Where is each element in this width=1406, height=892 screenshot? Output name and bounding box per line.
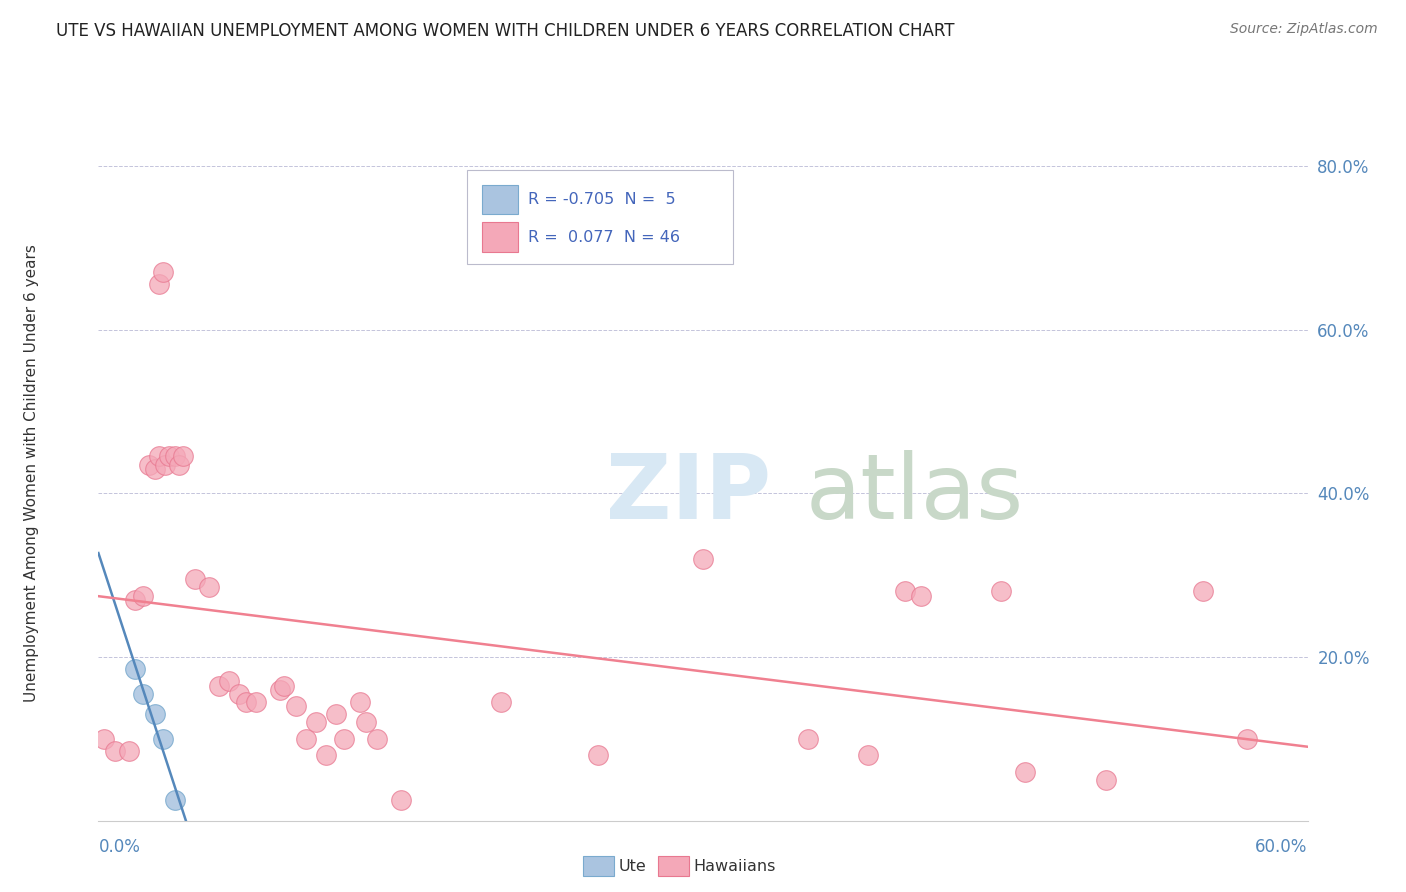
Bar xyxy=(482,222,517,252)
Text: Source: ZipAtlas.com: Source: ZipAtlas.com xyxy=(1230,22,1378,37)
Point xyxy=(797,731,820,746)
Text: UTE VS HAWAIIAN UNEMPLOYMENT AMONG WOMEN WITH CHILDREN UNDER 6 YEARS CORRELATION: UTE VS HAWAIIAN UNEMPLOYMENT AMONG WOMEN… xyxy=(56,22,955,40)
Point xyxy=(315,748,337,763)
Point xyxy=(208,679,231,693)
Point xyxy=(349,695,371,709)
Point xyxy=(692,551,714,566)
Point xyxy=(163,793,186,807)
Point xyxy=(218,674,240,689)
Point xyxy=(586,748,609,763)
Point xyxy=(132,687,155,701)
Point xyxy=(132,589,155,603)
Point xyxy=(366,731,388,746)
Point xyxy=(235,695,257,709)
Point xyxy=(893,584,915,599)
Point xyxy=(1014,764,1036,779)
Point xyxy=(325,707,347,722)
Point xyxy=(333,731,356,746)
Point xyxy=(273,679,295,693)
Point xyxy=(1095,772,1118,787)
Point xyxy=(157,450,180,464)
FancyBboxPatch shape xyxy=(467,170,734,264)
Point xyxy=(491,695,513,709)
Point xyxy=(198,580,221,594)
Text: Ute: Ute xyxy=(619,859,647,873)
Point xyxy=(93,731,115,746)
Point xyxy=(1191,584,1213,599)
Point xyxy=(148,277,170,292)
Text: R = -0.705  N =  5: R = -0.705 N = 5 xyxy=(527,192,675,207)
Point xyxy=(295,731,318,746)
Bar xyxy=(482,185,517,214)
Point xyxy=(163,450,186,464)
Point xyxy=(148,450,170,464)
Point xyxy=(143,461,166,475)
Point xyxy=(305,715,328,730)
Point xyxy=(153,458,176,472)
Point xyxy=(143,707,166,722)
Point xyxy=(228,687,250,701)
Point xyxy=(269,682,291,697)
Text: 0.0%: 0.0% xyxy=(98,838,141,856)
Point xyxy=(124,592,146,607)
Point xyxy=(910,589,932,603)
Point xyxy=(990,584,1012,599)
Point xyxy=(184,572,207,586)
Point xyxy=(152,731,174,746)
Text: atlas: atlas xyxy=(806,450,1024,538)
Text: Hawaiians: Hawaiians xyxy=(693,859,776,873)
Point xyxy=(1236,731,1258,746)
Point xyxy=(389,793,412,807)
Point xyxy=(124,662,146,676)
Text: 60.0%: 60.0% xyxy=(1256,838,1308,856)
Point xyxy=(284,699,307,714)
Text: R =  0.077  N = 46: R = 0.077 N = 46 xyxy=(527,230,679,245)
Point xyxy=(245,695,267,709)
Point xyxy=(356,715,378,730)
Point xyxy=(103,744,125,758)
Text: ZIP: ZIP xyxy=(606,450,772,538)
Point xyxy=(172,450,194,464)
Point xyxy=(167,458,190,472)
Text: Unemployment Among Women with Children Under 6 years: Unemployment Among Women with Children U… xyxy=(24,244,39,702)
Point xyxy=(152,265,174,279)
Point xyxy=(858,748,880,763)
Point xyxy=(138,458,160,472)
Point xyxy=(118,744,141,758)
